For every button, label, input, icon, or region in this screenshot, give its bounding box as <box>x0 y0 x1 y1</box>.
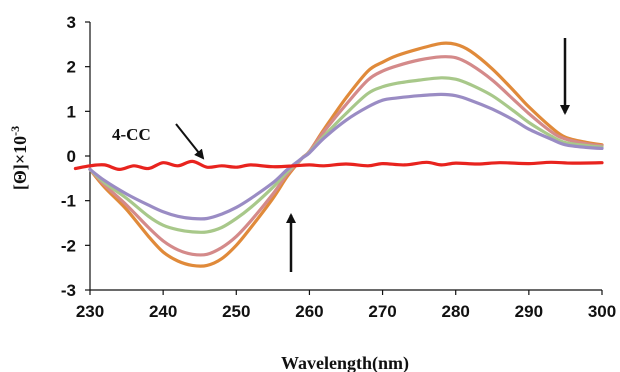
axes <box>89 22 602 291</box>
series-layer <box>73 41 604 268</box>
x-tick-label: 300 <box>588 302 616 321</box>
x-tick-label: 250 <box>222 302 250 321</box>
series-line-3 <box>88 76 604 234</box>
y-tick-label: -2 <box>61 236 76 255</box>
y-tick-label: 0 <box>67 147 76 166</box>
x-tick-label: 260 <box>295 302 323 321</box>
series-line-2 <box>88 55 604 257</box>
x-axis-ticks: 230 240 250 260 270 280 290 300 <box>76 290 616 321</box>
y-tick-label: 1 <box>67 102 76 121</box>
y-tick-label: 2 <box>67 58 76 77</box>
annotation-4cc-label: 4-CC <box>112 125 151 144</box>
y-axis-title: [Θ]×10-3 <box>8 126 30 190</box>
series-line-1 <box>88 41 604 268</box>
x-tick-label: 270 <box>368 302 396 321</box>
y-tick-label: -3 <box>61 281 76 300</box>
x-tick-label: 290 <box>515 302 543 321</box>
series-line-5 <box>73 159 604 171</box>
x-axis-title: Wavelength(nm) <box>281 353 409 372</box>
y-axis-title-exponent: -3 <box>8 126 22 136</box>
x-tick-label: 280 <box>442 302 470 321</box>
x-tick-label: 240 <box>149 302 177 321</box>
annotation-4cc-arrow <box>175 123 205 160</box>
series-line-4 <box>88 92 604 221</box>
y-axis-ticks: 3 2 1 0 -1 -2 -3 <box>61 13 90 300</box>
x-tick-label: 230 <box>76 302 104 321</box>
y-tick-label: 3 <box>67 13 76 32</box>
y-axis-title-main: [Θ]×10 <box>10 136 30 190</box>
y-tick-label: -1 <box>61 192 76 211</box>
